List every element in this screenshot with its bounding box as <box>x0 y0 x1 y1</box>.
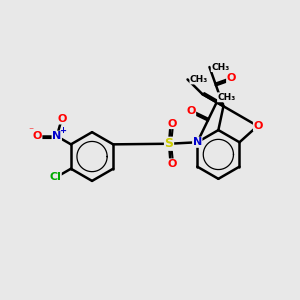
Text: CH₃: CH₃ <box>211 62 230 71</box>
Text: S: S <box>164 137 173 150</box>
Text: N: N <box>52 131 62 141</box>
Text: Cl: Cl <box>50 172 61 182</box>
Text: O: O <box>186 106 196 116</box>
Text: O: O <box>254 121 263 131</box>
Text: ⁻: ⁻ <box>29 127 34 137</box>
Text: O: O <box>57 114 67 124</box>
Text: CH₃: CH₃ <box>218 93 236 102</box>
Text: +: + <box>58 126 66 135</box>
Text: O: O <box>227 73 236 83</box>
Text: O: O <box>167 118 177 128</box>
Text: CH₃: CH₃ <box>190 75 208 84</box>
Text: O: O <box>32 131 42 141</box>
Text: N: N <box>193 137 202 147</box>
Text: O: O <box>167 159 177 169</box>
